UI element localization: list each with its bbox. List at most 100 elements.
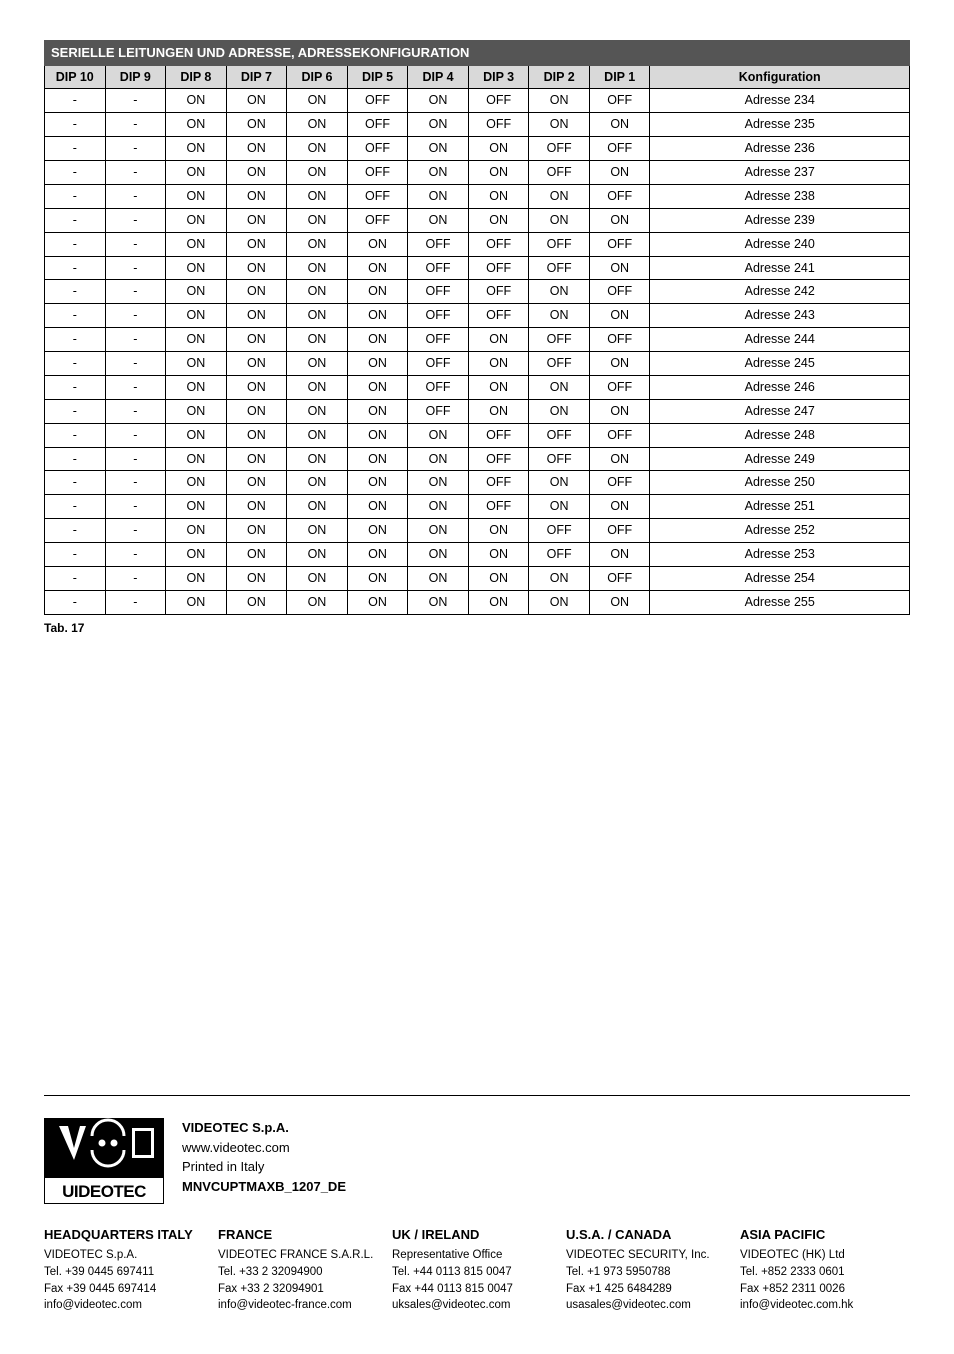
table-cell: ON — [166, 399, 227, 423]
office-block: HEADQUARTERS ITALYVIDEOTEC S.p.A.Tel. +3… — [44, 1226, 214, 1314]
table-cell: ON — [226, 113, 287, 137]
table-cell: - — [105, 352, 166, 376]
table-cell: ON — [226, 89, 287, 113]
office-line: usasales@videotec.com — [566, 1297, 736, 1314]
table-cell: Adresse 245 — [650, 352, 910, 376]
table-cell: OFF — [468, 471, 529, 495]
table-cell: ON — [166, 304, 227, 328]
table-row: --ONONONONOFFOFFONONAdresse 243 — [45, 304, 910, 328]
table-row: --ONONONONONOFFONONAdresse 251 — [45, 495, 910, 519]
table-cell: - — [45, 89, 106, 113]
table-cell: OFF — [529, 328, 590, 352]
table-cell: OFF — [529, 137, 590, 161]
table-cell: ON — [287, 447, 348, 471]
table-row: --ONONONONONOFFOFFOFFAdresse 248 — [45, 423, 910, 447]
table-cell: Adresse 238 — [650, 184, 910, 208]
table-cell: ON — [287, 137, 348, 161]
table-cell: ON — [529, 113, 590, 137]
table-cell: ON — [166, 161, 227, 185]
table-cell: ON — [287, 161, 348, 185]
company-block: UIDEOTEC VIDEOTEC S.p.A. www.videotec.co… — [44, 1118, 910, 1204]
table-row: --ONONONONOFFONONONAdresse 247 — [45, 399, 910, 423]
company-url: www.videotec.com — [182, 1138, 346, 1158]
table-cell: ON — [589, 113, 650, 137]
table-cell: ON — [287, 208, 348, 232]
table-cell: OFF — [408, 280, 469, 304]
table-cell: ON — [408, 161, 469, 185]
table-cell: OFF — [347, 161, 408, 185]
table-cell: - — [105, 495, 166, 519]
table-cell: - — [105, 328, 166, 352]
table-cell: OFF — [589, 423, 650, 447]
table-cell: Adresse 241 — [650, 256, 910, 280]
table-cell: ON — [529, 375, 590, 399]
table-cell: ON — [287, 566, 348, 590]
table-cell: ON — [166, 328, 227, 352]
table-cell: OFF — [468, 447, 529, 471]
table-cell: ON — [408, 89, 469, 113]
table-cell: - — [45, 495, 106, 519]
table-cell: OFF — [529, 161, 590, 185]
table-cell: - — [105, 519, 166, 543]
table-cell: OFF — [408, 304, 469, 328]
table-cell: OFF — [589, 89, 650, 113]
table-row: --ONONONOFFONOFFONONAdresse 235 — [45, 113, 910, 137]
table-cell: ON — [226, 399, 287, 423]
table-cell: - — [105, 566, 166, 590]
table-cell: ON — [226, 519, 287, 543]
table-cell: ON — [408, 495, 469, 519]
company-doc-code: MNVCUPTMAXB_1207_DE — [182, 1177, 346, 1197]
table-cell: OFF — [468, 423, 529, 447]
office-line: Fax +852 2311 0026 — [740, 1281, 910, 1298]
table-cell: ON — [347, 399, 408, 423]
table-cell: ON — [589, 208, 650, 232]
office-title: HEADQUARTERS ITALY — [44, 1226, 214, 1245]
table-cell: ON — [166, 280, 227, 304]
table-cell: ON — [408, 519, 469, 543]
table-cell: ON — [529, 184, 590, 208]
company-printed: Printed in Italy — [182, 1157, 346, 1177]
office-line: VIDEOTEC SECURITY, Inc. — [566, 1247, 736, 1264]
table-cell: ON — [226, 590, 287, 614]
office-line: VIDEOTEC FRANCE S.A.R.L. — [218, 1247, 388, 1264]
table-cell: ON — [166, 375, 227, 399]
table-cell: OFF — [347, 208, 408, 232]
office-title: FRANCE — [218, 1226, 388, 1245]
office-line: Tel. +44 0113 815 0047 — [392, 1264, 562, 1281]
table-cell: - — [105, 232, 166, 256]
table-cell: ON — [287, 113, 348, 137]
table-cell: ON — [226, 184, 287, 208]
svg-text:UIDEOTEC: UIDEOTEC — [62, 1182, 146, 1201]
table-cell: OFF — [347, 89, 408, 113]
table-cell: ON — [347, 519, 408, 543]
table-cell: Adresse 254 — [650, 566, 910, 590]
table-cell: ON — [166, 89, 227, 113]
office-line: info@videotec.com.hk — [740, 1297, 910, 1314]
table-cell: ON — [166, 256, 227, 280]
office-block: FRANCEVIDEOTEC FRANCE S.A.R.L.Tel. +33 2… — [218, 1226, 388, 1314]
table-cell: ON — [408, 447, 469, 471]
table-cell: ON — [166, 495, 227, 519]
table-row: --ONONONONOFFONOFFOFFAdresse 244 — [45, 328, 910, 352]
table-cell: - — [45, 375, 106, 399]
table-cell: ON — [529, 399, 590, 423]
table-cell: OFF — [589, 184, 650, 208]
table-cell: ON — [287, 471, 348, 495]
table-title: SERIELLE LEITUNGEN UND ADRESSE, ADRESSEK… — [45, 41, 910, 66]
table-cell: ON — [166, 113, 227, 137]
table-row: --ONONONONOFFONONOFFAdresse 246 — [45, 375, 910, 399]
table-cell: ON — [347, 328, 408, 352]
table-cell: - — [45, 137, 106, 161]
table-cell: ON — [589, 304, 650, 328]
table-cell: ON — [287, 352, 348, 376]
table-cell: OFF — [408, 328, 469, 352]
table-cell: ON — [226, 328, 287, 352]
table-cell: - — [105, 184, 166, 208]
table-cell: - — [105, 161, 166, 185]
offices-row: HEADQUARTERS ITALYVIDEOTEC S.p.A.Tel. +3… — [44, 1226, 910, 1314]
table-cell: - — [45, 352, 106, 376]
column-header: DIP 8 — [166, 65, 227, 89]
table-row: --ONONONONONONOFFOFFAdresse 252 — [45, 519, 910, 543]
table-cell: ON — [529, 495, 590, 519]
table-cell: ON — [226, 543, 287, 567]
